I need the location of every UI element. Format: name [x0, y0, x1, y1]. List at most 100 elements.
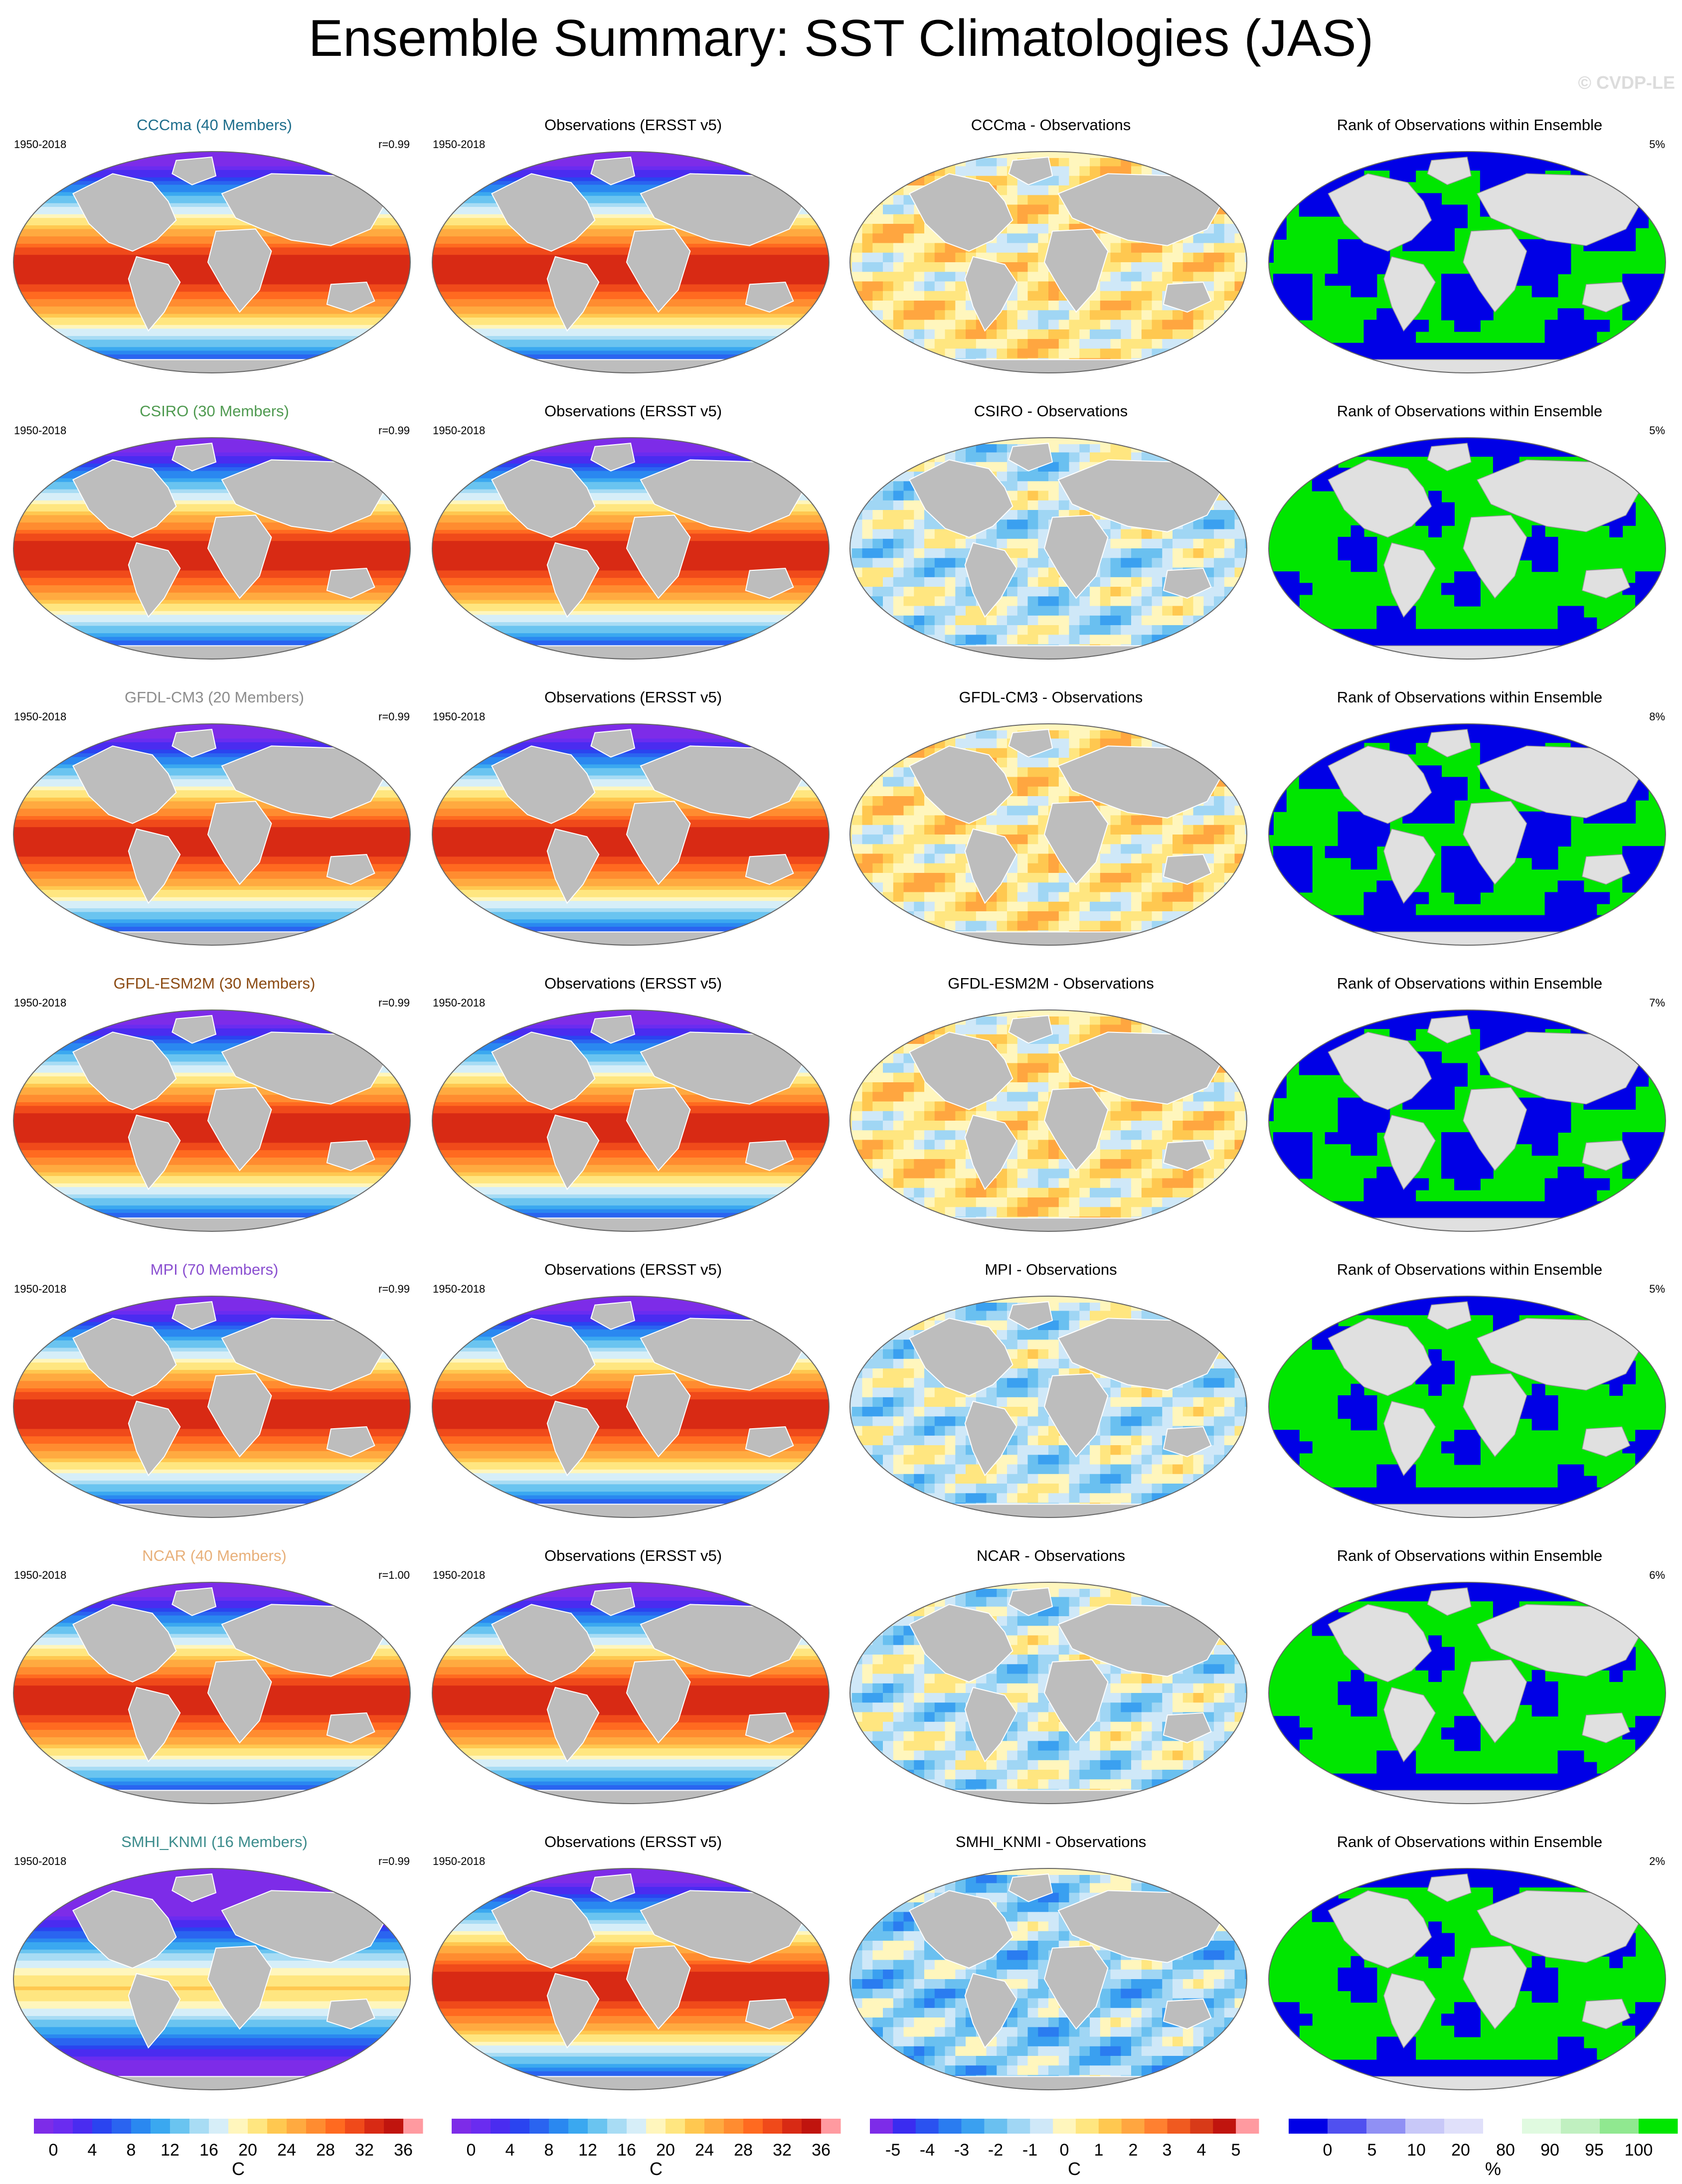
- diff-map: [849, 1009, 1247, 1232]
- colorbar-unit: %: [1485, 2159, 1501, 2179]
- row-0: CCCma (40 Members) 1950-2018 r=0.99 Observa…: [0, 97, 1682, 383]
- colorbar-swatch: [782, 2119, 802, 2134]
- colorbar-tick: -3: [954, 2141, 970, 2160]
- obs-panel: Observations (ERSST v5) 1950-2018: [424, 97, 842, 383]
- period-label: 1950-2018: [433, 138, 486, 151]
- ensemble-panel: GFDL-CM3 (20 Members) 1950-2018 r=0.99: [5, 670, 424, 956]
- colorbar-swatches: [452, 2119, 841, 2134]
- colorbar-swatch: [802, 2119, 822, 2134]
- ensemble-map: [13, 437, 411, 660]
- colorbar-swatch: [763, 2119, 783, 2134]
- colorbar-swatches: [34, 2119, 423, 2134]
- period-label: 1950-2018: [433, 710, 486, 723]
- obs-map: [432, 723, 830, 946]
- colorbar-tick: 5: [1367, 2141, 1377, 2160]
- diff-panel: CSIRO - Observations: [841, 383, 1260, 670]
- ensemble-title: SMHI_KNMI (16 Members): [121, 1833, 308, 1850]
- colorbar-tick: 32: [773, 2141, 792, 2160]
- colorbar-swatch: [1007, 2119, 1030, 2134]
- colorbar-tick: 90: [1540, 2141, 1559, 2160]
- rank-percent: 5%: [1649, 1283, 1665, 1295]
- ensemble-map: [13, 1582, 411, 1804]
- difference-title: MPI - Observations: [985, 1261, 1117, 1278]
- colorbar-swatch: [345, 2119, 365, 2134]
- period-label: 1950-2018: [14, 1569, 67, 1581]
- ensemble-map: [13, 1868, 411, 2090]
- observations-title: Observations (ERSST v5): [544, 1833, 722, 1850]
- rank-panel: Rank of Observations within Ensemble 5%: [1260, 97, 1679, 383]
- colorbar-tick: 5: [1231, 2141, 1241, 2160]
- colorbar-swatch: [704, 2119, 724, 2134]
- colorbar-tick: -2: [988, 2141, 1004, 2160]
- period-label: 1950-2018: [14, 710, 67, 723]
- rank-panel: Rank of Observations within Ensemble 5%: [1260, 383, 1679, 670]
- period-label: 1950-2018: [14, 424, 67, 437]
- colorbar-swatch: [1289, 2119, 1328, 2134]
- period-label: 1950-2018: [14, 1855, 67, 1867]
- colorbar-swatch: [1639, 2119, 1678, 2134]
- diff-map: [849, 1582, 1247, 1804]
- colorbar-swatch: [549, 2119, 569, 2134]
- row-1: CSIRO (30 Members) 1950-2018 r=0.99 Observa…: [0, 383, 1682, 670]
- obs-panel: Observations (ERSST v5) 1950-2018: [424, 1814, 842, 2100]
- observations-title: Observations (ERSST v5): [544, 1261, 722, 1278]
- colorbar-swatch: [1444, 2119, 1484, 2134]
- difference-title: GFDL-ESM2M - Observations: [948, 975, 1154, 992]
- pattern-correlation: r=0.99: [378, 1283, 410, 1295]
- colorbar-swatch: [1522, 2119, 1561, 2134]
- colorbar-swatch: [568, 2119, 588, 2134]
- obs-map: [432, 151, 830, 373]
- rank-map: [1268, 1868, 1666, 2090]
- colorbar-swatch: [1561, 2119, 1600, 2134]
- ensemble-panel: NCAR (40 Members) 1950-2018 r=1.00: [5, 1528, 424, 1814]
- ensemble-title: MPI (70 Members): [150, 1261, 279, 1278]
- colorbar-tick: 100: [1624, 2141, 1653, 2160]
- obs-map: [432, 1582, 830, 1804]
- obs-map: [432, 1868, 830, 2090]
- ensemble-map: [13, 723, 411, 946]
- rank-title: Rank of Observations within Ensemble: [1337, 688, 1603, 706]
- colorbar-tick: 24: [695, 2141, 714, 2160]
- rank-title: Rank of Observations within Ensemble: [1337, 116, 1603, 134]
- colorbar-swatch: [92, 2119, 112, 2134]
- colorbar-tick: 2: [1128, 2141, 1138, 2160]
- ensemble-title: CCCma (40 Members): [137, 116, 292, 134]
- period-label: 1950-2018: [433, 1855, 486, 1867]
- rank-title: Rank of Observations within Ensemble: [1337, 1261, 1603, 1278]
- colorbar-swatch: [287, 2119, 307, 2134]
- rank-map: [1268, 1009, 1666, 1232]
- colorbar-swatch: [1236, 2119, 1259, 2134]
- colorbar-tick: 28: [734, 2141, 753, 2160]
- colorbar-tick: 4: [87, 2141, 97, 2160]
- difference-title: GFDL-CM3 - Observations: [959, 688, 1143, 706]
- rank-title: Rank of Observations within Ensemble: [1337, 1547, 1603, 1564]
- colorbar-swatch: [724, 2119, 744, 2134]
- colorbar-tick: 20: [1451, 2141, 1470, 2160]
- colorbar-tick: 12: [161, 2141, 179, 2160]
- sst-colorbar-2: 0 4 8 12 16 20 24 28 32 36 C: [447, 2109, 865, 2179]
- diff-panel: NCAR - Observations: [841, 1528, 1260, 1814]
- row-5: NCAR (40 Members) 1950-2018 r=1.00 Observat…: [0, 1528, 1682, 1814]
- colorbar-tick: 1: [1094, 2141, 1104, 2160]
- colorbar-swatch: [1030, 2119, 1053, 2134]
- row-4: MPI (70 Members) 1950-2018 r=0.99 Observati…: [0, 1242, 1682, 1528]
- ensemble-panel: CSIRO (30 Members) 1950-2018 r=0.99: [5, 383, 424, 670]
- obs-panel: Observations (ERSST v5) 1950-2018: [424, 670, 842, 956]
- diff-map: [849, 151, 1247, 373]
- colorbar-swatch: [1483, 2119, 1522, 2134]
- colorbar-swatch: [112, 2119, 132, 2134]
- colorbar-tick: 3: [1162, 2141, 1172, 2160]
- period-label: 1950-2018: [433, 1569, 486, 1581]
- colorbar-tick: 8: [126, 2141, 136, 2160]
- colorbar-swatch: [938, 2119, 962, 2134]
- ensemble-map: [13, 151, 411, 373]
- pattern-correlation: r=0.99: [378, 424, 410, 437]
- rank-title: Rank of Observations within Ensemble: [1337, 1833, 1603, 1850]
- diff-map: [849, 437, 1247, 660]
- colorbar-unit: C: [650, 2159, 663, 2179]
- observations-title: Observations (ERSST v5): [544, 688, 722, 706]
- colorbar-swatch: [170, 2119, 190, 2134]
- colorbar-swatch: [384, 2119, 404, 2134]
- ensemble-map: [13, 1009, 411, 1232]
- rank-percent: 5%: [1649, 138, 1665, 151]
